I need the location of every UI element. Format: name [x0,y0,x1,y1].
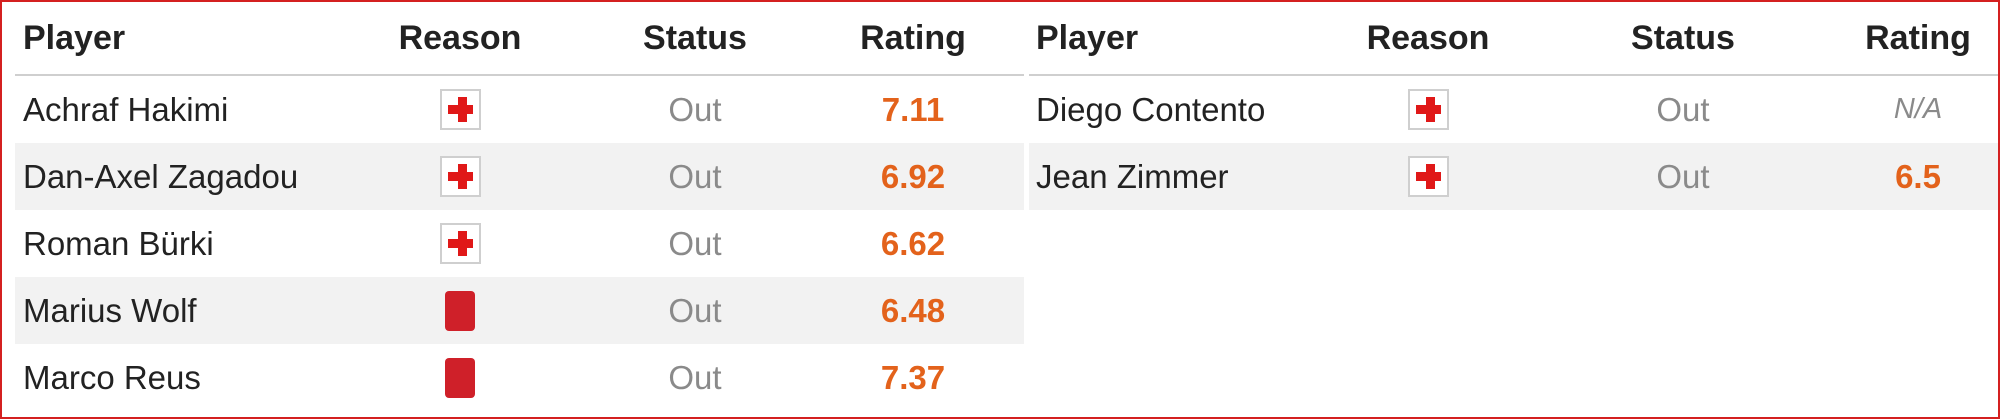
header-cell: Rating [1865,18,1971,57]
header-row: Player Reason Status Rating [15,2,1024,76]
rating: 6.48 [880,291,946,329]
header-row: Player Reason Status Rating [1029,2,1998,76]
row: Dan-Axel Zagadou Out 6.92 [15,143,1024,210]
rating: 7.37 [880,358,946,396]
red-card-icon [445,357,475,398]
row: Diego Contento Out N/A [1029,76,1998,143]
reason [350,76,570,143]
header-cell: Status [643,18,747,57]
status: Out [1656,157,1710,195]
reason [350,277,570,344]
player[interactable]: Marco Reus [23,358,201,396]
injury-icon [439,156,481,197]
rating: 6.5 [1895,157,1941,195]
player[interactable]: Dan-Axel Zagadou [23,157,299,195]
header-cell: Rating [860,18,966,57]
player[interactable]: Achraf Hakimi [23,90,229,128]
injury-icon [1407,156,1449,197]
reason [350,143,570,210]
injury-icon [439,89,481,130]
status: Out [1656,90,1710,128]
row: Roman Bürki Out 6.62 [15,210,1024,277]
injury-icon [439,223,481,264]
left-table: Player Reason Status Rating Achraf Hakim… [15,2,1024,411]
row: Marco Reus Out 7.37 [15,344,1024,411]
header-cell: Status [1631,18,1735,57]
header-cell: Player [1036,18,1139,57]
header-cell: Reason [398,18,522,57]
status: Out [668,224,722,262]
rating: 6.62 [880,224,946,262]
rating: N/A [1893,93,1943,125]
row: Jean Zimmer Out 6.5 [1029,143,1998,210]
rating: 7.11 [881,90,945,128]
reason [350,210,570,277]
header-cell: Reason [1366,18,1490,57]
status: Out [668,90,722,128]
player[interactable]: Roman Bürki [23,224,214,262]
rating: 6.92 [880,157,946,195]
reason [350,344,570,411]
injury-icon [1407,89,1449,130]
reason [1318,143,1538,210]
status: Out [668,291,722,329]
reason [1318,76,1538,143]
red-card-icon [445,290,475,331]
header-cell: Player [23,18,126,57]
status: Out [668,157,722,195]
player[interactable]: Marius Wolf [23,291,197,329]
row: Achraf Hakimi Out 7.11 [15,76,1024,143]
player[interactable]: Diego Contento [1036,90,1266,128]
status: Out [668,358,722,396]
player[interactable]: Jean Zimmer [1036,157,1229,195]
right-table: Player Reason Status Rating Diego Conten… [1029,2,1998,210]
row: Marius Wolf Out 6.48 [15,277,1024,344]
